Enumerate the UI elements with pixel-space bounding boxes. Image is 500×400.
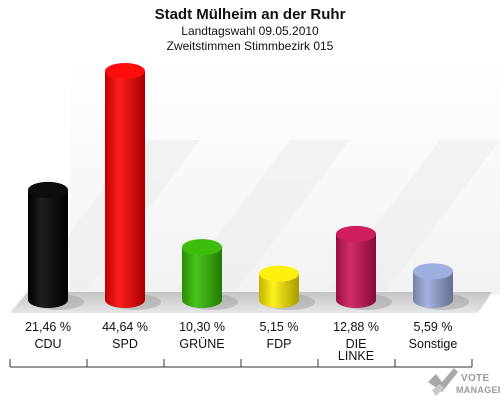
logo-text-vote: VOTE (461, 373, 489, 384)
category-label: LINKE (338, 349, 374, 363)
category-axis (9, 359, 473, 368)
vote-manager-logo: VOTE MANAGER (428, 368, 500, 396)
bars-layer (28, 63, 469, 310)
value-label: 10,30 % (179, 320, 225, 334)
value-label: 5,15 % (260, 320, 299, 334)
category-label: GRÜNE (179, 337, 224, 351)
logo-text-manager: MANAGER (456, 385, 500, 395)
bar-body (28, 189, 68, 308)
value-label: 44,64 % (102, 320, 148, 334)
bar-top (336, 225, 376, 242)
bar-fdp (259, 265, 315, 310)
bar-top (182, 239, 222, 256)
bar-top (28, 181, 68, 198)
bar-top (259, 265, 299, 282)
bar-body (336, 233, 376, 308)
chart-header: Stadt Mülheim an der Ruhr Landtagswahl 0… (155, 6, 346, 53)
value-label: 12,88 % (333, 320, 379, 334)
chart-subtitle-election: Landtagswahl 09.05.2010 (181, 24, 319, 38)
category-label: Sonstige (409, 337, 458, 351)
vote-manager-check-icon (428, 368, 458, 396)
category-label: SPD (112, 337, 138, 351)
chart-subtitle-district: Zweitstimmen Stimmbezirk 015 (167, 39, 334, 53)
category-label: CDU (34, 337, 61, 351)
category-label: FDP (267, 337, 292, 351)
value-label: 21,46 % (25, 320, 71, 334)
chart-title: Stadt Mülheim an der Ruhr (155, 6, 346, 23)
bar-top (105, 63, 145, 79)
bar-grüne (182, 239, 238, 310)
bar-top (413, 263, 453, 280)
labels-layer: 21,46 % CDU 44,64 % SPD 10,30 % GRÜNE 5,15 % FD… (25, 320, 457, 363)
bar-sonstige (413, 263, 469, 310)
bar-body (182, 247, 222, 308)
bar-body (413, 271, 453, 308)
bar-cdu (28, 181, 84, 310)
bar-body (105, 71, 145, 308)
bar-body (259, 273, 299, 308)
value-label: 5,59 % (414, 320, 453, 334)
bar-die-linke (336, 225, 392, 310)
bar-spd (105, 63, 161, 310)
category-label: DIE (346, 337, 367, 351)
